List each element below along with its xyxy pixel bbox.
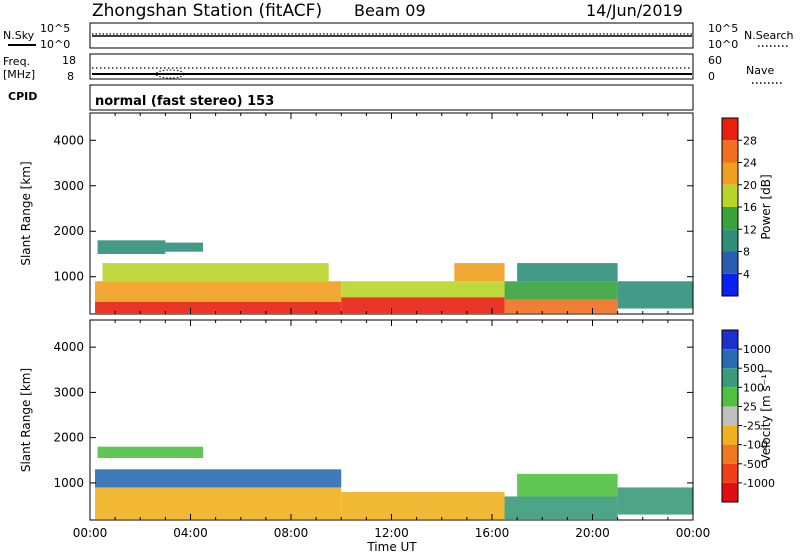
x-tick-label: 08:00 (274, 526, 309, 540)
y-tick-label: 3000 (53, 179, 84, 193)
colorbar-label: Power [dB] (759, 174, 773, 239)
colorbar-segment (722, 251, 738, 274)
data-region (341, 281, 505, 298)
y-tick-label: 1000 (53, 270, 84, 284)
freq-panel (89, 53, 694, 80)
freq-tick-top: 18 (62, 54, 76, 67)
colorbar-segment (722, 140, 738, 163)
data-region (341, 491, 505, 520)
colorbar-segment (722, 482, 738, 502)
colorbar-segment (722, 162, 738, 185)
colorbar-frame (721, 329, 739, 503)
cpid-label: CPID (8, 90, 37, 103)
x-tick-label: 12:00 (374, 526, 409, 540)
x-tick-label: 00:00 (676, 526, 711, 540)
colorbar-segment (722, 425, 738, 445)
colorbar-segment (722, 184, 738, 207)
data-region (504, 496, 618, 520)
colorbar-segment (722, 387, 738, 407)
xaxis-label: Time UT (366, 540, 417, 554)
colorbar-tick-label: 8 (743, 246, 750, 259)
colorbar-tick-label: 20 (743, 179, 757, 192)
colorbar-segment (722, 229, 738, 252)
data-region (95, 469, 342, 488)
cpid-text: normal (fast stereo) 153 (95, 94, 274, 109)
nave-label: Nave (746, 64, 774, 77)
freq-label-2: [MHz] (3, 68, 35, 81)
colorbar-tick-label: 25 (743, 400, 757, 413)
colorbar-label: Velocity [m s⁻¹] (759, 369, 773, 462)
colorbar-segment (722, 444, 738, 464)
station-title: Zhongshan Station (fitACF) (92, 1, 322, 21)
nsky-label: N.Sky (3, 29, 35, 42)
data-region (102, 263, 329, 282)
date-label: 14/Jun/2019 (586, 1, 683, 20)
colorbar-tick-label: 28 (743, 134, 757, 147)
y-tick-label: 3000 (53, 385, 84, 399)
freq-tick-bottom: 8 (67, 70, 74, 83)
x-tick-label: 20:00 (575, 526, 610, 540)
x-tick-label: 16:00 (475, 526, 510, 540)
colorbar-segment (722, 273, 738, 296)
colorbar-tick-label: 24 (743, 157, 757, 170)
colorbar-tick-label: -100 (743, 439, 768, 452)
beam-label: Beam 09 (354, 1, 426, 20)
y-tick-label: 4000 (53, 133, 84, 147)
colorbar-tick-label: 4 (743, 268, 750, 281)
velocity-panel: 1000 2000 3000 4000 Slant Range [km] 1000 500 1… (19, 319, 775, 521)
power-panel: 1000 2000 3000 4000 Slant Range [km] 4 8 12 16 20… (19, 112, 773, 315)
data-region (454, 263, 505, 282)
colorbar-segment (722, 349, 738, 369)
nsky-panel (89, 22, 694, 49)
nsky-tick-top: 10^5 (40, 22, 70, 35)
data-region (517, 263, 618, 282)
cpid-panel (89, 84, 694, 111)
nave-tick-bottom: 0 (708, 70, 715, 83)
data-region (504, 299, 618, 314)
colorbar-segment (722, 207, 738, 230)
colorbar-tick-label: -25 (743, 420, 761, 433)
y-axis-label: Slant Range [km] (19, 368, 33, 472)
colorbar-segment (722, 368, 738, 388)
time-axis: 00:00 04:00 08:00 12:00 16:00 20:00 00:00 (73, 526, 711, 540)
colorbar-segment (722, 463, 738, 483)
colorbar-segment (722, 330, 738, 350)
y-tick-label: 2000 (53, 224, 84, 238)
colorbar-tick-label: 16 (743, 201, 757, 214)
y-tick-label: 2000 (53, 431, 84, 445)
nave-dip (155, 69, 185, 79)
data-region (97, 446, 204, 459)
x-tick-label: 04:00 (173, 526, 208, 540)
data-region (95, 281, 342, 302)
data-region (341, 297, 505, 314)
x-tick-label: 00:00 (73, 526, 108, 540)
data-region (504, 281, 618, 300)
freq-label-1: Freq. (3, 55, 30, 68)
nsky-tick-bottom: 10^0 (40, 38, 70, 51)
data-region (95, 487, 342, 520)
y-tick-label: 1000 (53, 476, 84, 490)
nsearch-tick-top: 10^5 (708, 22, 738, 35)
y-tick-label: 4000 (53, 340, 84, 354)
nave-tick-top: 60 (708, 54, 722, 67)
data-region (517, 473, 618, 497)
colorbar-segment (722, 118, 738, 141)
nsearch-tick-bottom: 10^0 (708, 38, 738, 51)
y-axis-label: Slant Range [km] (19, 161, 33, 265)
colorbar-segment (722, 406, 738, 426)
data-region (165, 242, 204, 252)
colorbar-tick-label: 100 (743, 381, 764, 394)
colorbar-tick-label: -1000 (743, 477, 775, 490)
data-region (97, 240, 166, 254)
colorbar-tick-label: 1000 (743, 343, 771, 356)
data-region (95, 301, 342, 314)
colorbar-tick-label: -500 (743, 458, 768, 471)
colorbar-tick-label: 500 (743, 362, 764, 375)
data-region (617, 487, 693, 515)
data-region (617, 281, 693, 309)
nsearch-label: N.Search (744, 29, 794, 42)
colorbar-tick-label: 12 (743, 223, 757, 236)
